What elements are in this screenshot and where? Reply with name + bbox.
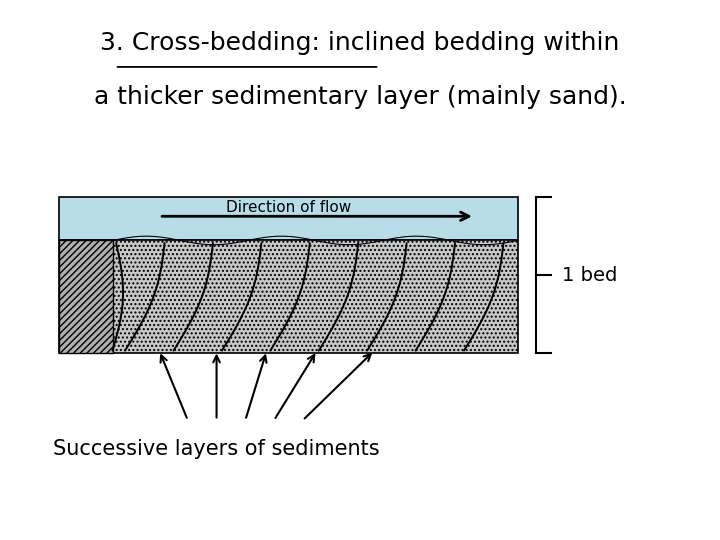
Text: Direction of flow: Direction of flow (225, 200, 351, 215)
Text: 1 bed: 1 bed (562, 266, 618, 285)
Text: Successive layers of sediments: Successive layers of sediments (53, 439, 380, 459)
Polygon shape (59, 198, 518, 240)
Text: 3. Cross-bedding: inclined bedding within: 3. Cross-bedding: inclined bedding withi… (100, 31, 620, 55)
Polygon shape (59, 240, 112, 353)
Polygon shape (59, 240, 518, 353)
Text: a thicker sedimentary layer (mainly sand).: a thicker sedimentary layer (mainly sand… (94, 85, 626, 109)
